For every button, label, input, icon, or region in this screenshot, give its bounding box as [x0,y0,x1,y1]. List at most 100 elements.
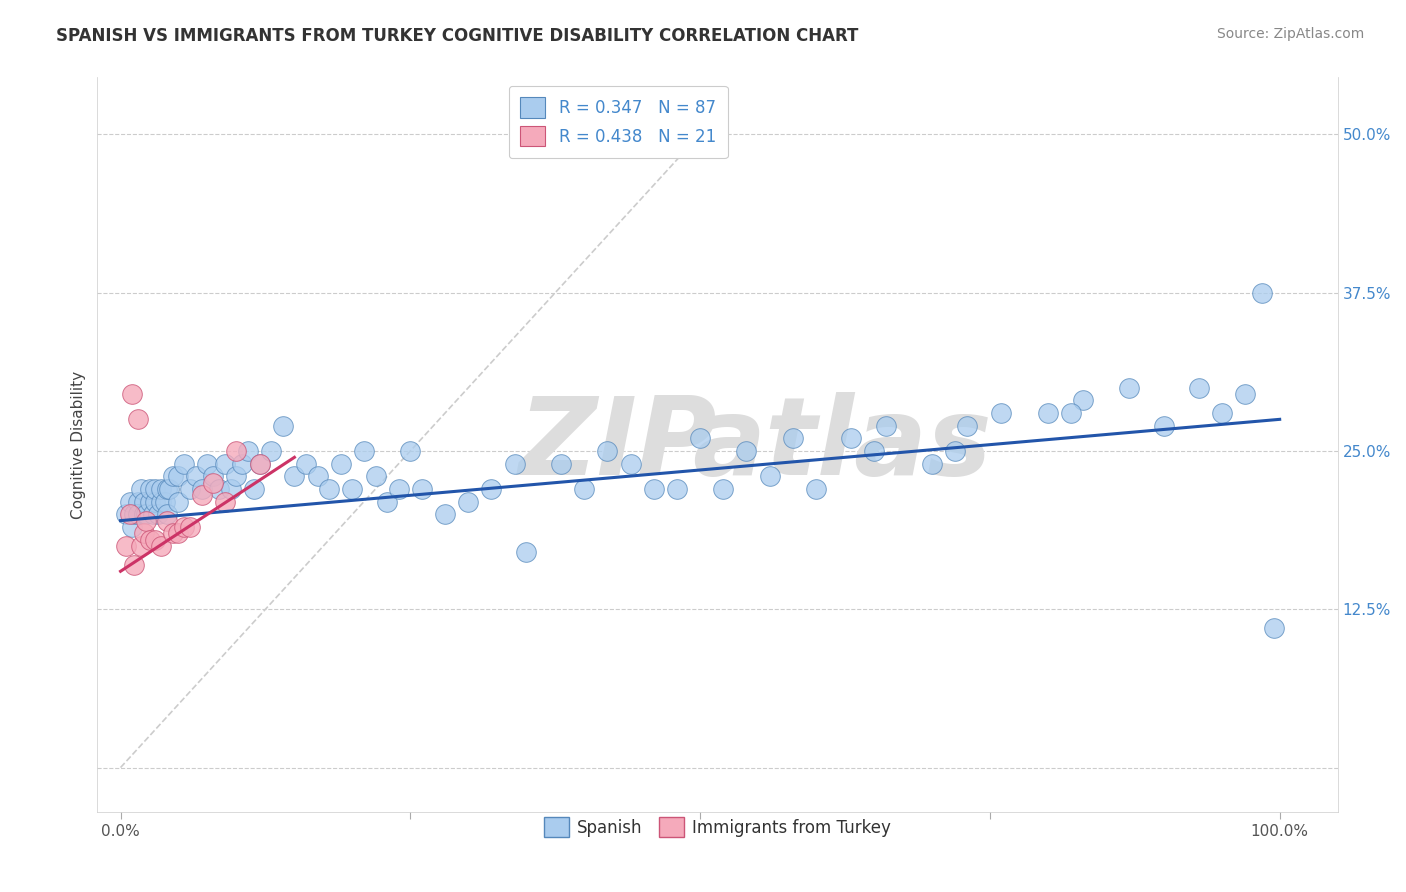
Point [804,482,827,496]
Point [135,508,157,522]
Point [138,494,160,508]
Point [208,482,231,496]
Point [214,457,236,471]
Point [782,431,804,445]
Point [150,482,173,496]
Point [375,494,398,508]
Point [921,457,943,471]
Point [143,533,166,547]
Point [1036,406,1059,420]
Point [574,482,596,496]
Point [157,482,180,496]
Point [138,482,160,496]
Point [1251,285,1274,300]
Point [127,508,149,522]
Point [167,526,190,541]
Text: Source: ZipAtlas.com: Source: ZipAtlas.com [1216,27,1364,41]
Point [1233,387,1256,401]
Point [231,457,253,471]
Point [156,508,179,522]
Point [863,444,886,458]
Point [173,520,195,534]
Point [150,539,173,553]
Point [236,444,259,458]
Point [388,482,411,496]
Point [167,469,190,483]
Point [1187,381,1209,395]
Point [184,469,207,483]
Point [329,457,352,471]
Point [219,482,242,496]
Y-axis label: Cognitive Disability: Cognitive Disability [72,370,86,519]
Point [643,482,665,496]
Point [214,494,236,508]
Point [225,444,247,458]
Point [711,482,734,496]
Point [1211,406,1233,420]
Point [503,457,526,471]
Point [146,508,169,522]
Point [758,469,780,483]
Point [132,508,155,522]
Point [249,457,271,471]
Point [550,457,572,471]
Text: ZIP: ZIP [519,392,717,498]
Point [225,469,247,483]
Point [481,482,503,496]
Point [260,444,283,458]
Point [619,457,641,471]
Point [132,494,155,508]
Point [173,457,195,471]
Point [202,469,225,483]
Point [156,514,179,528]
Point [434,508,457,522]
Point [143,482,166,496]
Point [121,387,143,401]
Point [249,457,271,471]
Point [179,520,201,534]
Point [1071,393,1094,408]
Point [115,539,138,553]
Point [364,469,387,483]
Point [271,418,294,433]
Point [132,526,155,541]
Point [202,475,225,490]
Point [515,545,537,559]
Point [1153,418,1175,433]
Point [457,494,479,508]
Point [138,533,160,547]
Point [956,418,979,433]
Text: atlas: atlas [692,392,991,498]
Point [295,457,318,471]
Text: SPANISH VS IMMIGRANTS FROM TURKEY COGNITIVE DISABILITY CORRELATION CHART: SPANISH VS IMMIGRANTS FROM TURKEY COGNIT… [56,27,859,45]
Point [318,482,340,496]
Point [1263,621,1285,635]
Point [142,508,165,522]
Point [118,508,141,522]
Point [342,482,364,496]
Point [665,482,688,496]
Point [990,406,1012,420]
Point [118,494,141,508]
Legend: Spanish, Immigrants from Turkey: Spanish, Immigrants from Turkey [537,810,898,844]
Point [153,494,176,508]
Point [353,444,375,458]
Point [735,444,758,458]
Point [307,469,329,483]
Point [283,469,305,483]
Point [143,494,166,508]
Point [1118,381,1140,395]
Point [124,508,146,522]
Point [115,508,138,522]
Point [689,431,711,445]
Point [243,482,266,496]
Point [131,539,153,553]
Point [162,469,184,483]
Point [131,482,153,496]
Point [399,444,422,458]
Point [875,418,897,433]
Point [124,558,146,572]
Point [190,482,212,496]
Point [127,412,149,426]
Point [839,431,862,445]
